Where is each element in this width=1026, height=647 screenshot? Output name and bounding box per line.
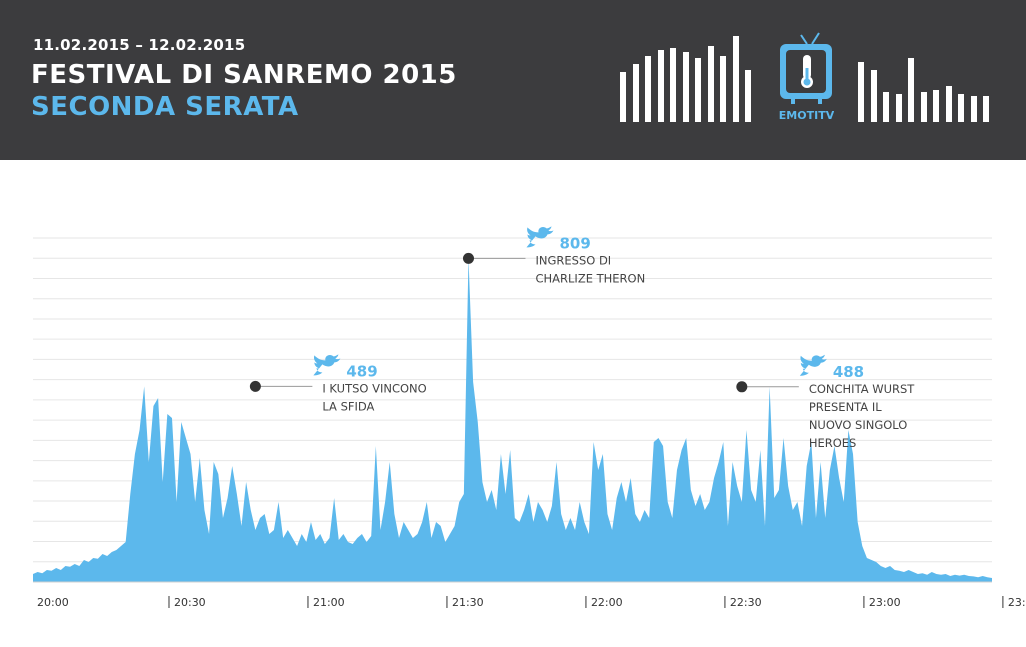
page-subtitle: SECONDA SERATA [31,92,299,122]
decorative-bar [732,36,739,122]
annotation-marker [249,380,261,392]
decorative-bar [695,58,701,122]
x-tick-label: 22:30 [730,596,762,609]
x-tick-label: 20:00 [37,596,69,609]
decorative-bar [858,62,864,122]
logo-text: EMOTITV [779,109,834,122]
decorative-bar [908,58,914,122]
x-axis: 20:00 20:30 21:00 21:30 22:00 22:30 23:00 23:30… [37,596,1026,609]
annotation-value: 488 [833,363,864,381]
antenna-right [811,32,820,45]
x-tick-label: 23:30 [1008,596,1026,609]
tweet-volume-area [33,258,992,582]
page-title: FESTIVAL DI SANREMO 2015 [31,60,457,90]
emotitv-logo: EMOTITV [779,32,834,122]
x-tick-label: 21:00 [313,596,345,609]
decorative-bar [895,94,902,122]
annotation-label: PRESENTA IL [809,400,882,414]
decorative-bar [933,90,939,122]
x-tick-label: 23:00 [869,596,901,609]
annotation-marker [462,252,474,264]
decorative-bar [645,56,651,122]
annotation-label: INGRESSO DI [535,253,611,267]
decorative-bar [745,70,751,122]
annotation-value: 489 [346,362,377,380]
decorative-bar [870,70,877,122]
thermometer-column [805,68,809,82]
decorative-bar [657,50,664,122]
header-banner: 11.02.2015 – 12.02.2015 FESTIVAL DI SANR… [0,0,1026,160]
annotation-marker [736,381,748,393]
decorative-bar [682,52,689,122]
decorative-bar [632,64,639,122]
decorative-bar [620,72,626,122]
antenna-left [800,34,808,45]
decorative-bar [970,96,977,122]
decorative-bar [883,92,889,122]
decorative-bars-right [858,0,992,160]
tv-leg-right [818,98,822,104]
decorative-bar [958,94,964,122]
twitter-bird-icon [799,354,827,376]
annotation-value: 809 [559,234,590,252]
decorative-bar [707,46,714,122]
date-range: 11.02.2015 – 12.02.2015 [33,36,246,54]
thermometer-icon [803,55,811,79]
twitter-bird-icon [526,226,554,248]
annotation-label: CONCHITA WURST [809,382,915,396]
annotation-label: NUOVO SINGOLO [809,418,908,432]
decorative-bar [720,56,726,122]
decorative-bar [920,92,927,122]
x-tick-label: 21:30 [452,596,484,609]
decorative-bar [670,48,676,122]
annotation-label: CHARLIZE THERON [535,271,645,285]
tv-leg-left [791,98,795,104]
x-tick-label: 22:00 [591,596,623,609]
decorative-bar [983,96,989,122]
annotation-label: LA SFIDA [322,399,374,413]
decorative-bar [945,86,952,122]
x-tick-label: 20:30 [174,596,206,609]
annotation-label: HEROES [809,436,857,450]
twitter-bird-icon [313,354,341,376]
decorative-bars-left [620,0,754,160]
annotation-label: I KUTSO VINCONO [322,381,426,395]
